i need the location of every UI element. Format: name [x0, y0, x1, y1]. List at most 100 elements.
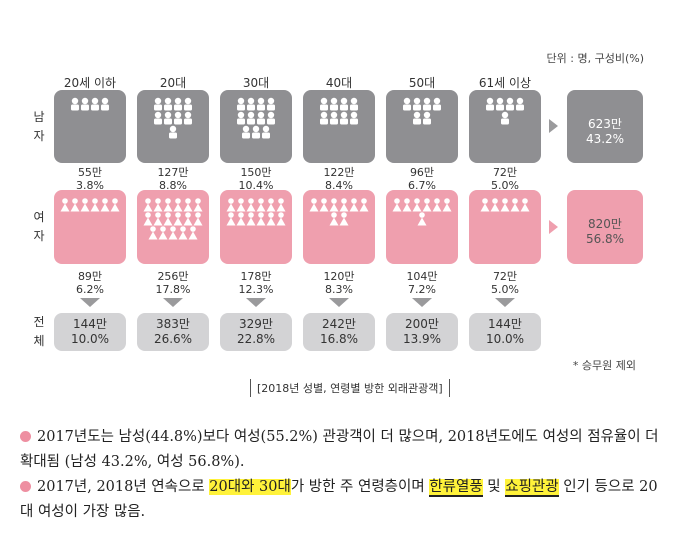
woman-icon	[90, 198, 100, 212]
male-icon-group	[403, 97, 441, 125]
total-box: 329만 22.8%	[220, 313, 292, 351]
female-icon-group	[480, 198, 530, 212]
figure-caption: [2018년 성별, 연령별 방한 외래관광객]	[250, 379, 450, 397]
female-value: 178만 12.3%	[220, 270, 292, 296]
woman-icon	[163, 198, 173, 212]
male-box	[386, 90, 458, 163]
male-value: 96만 6.7%	[386, 166, 458, 192]
woman-icon	[178, 226, 188, 240]
bullet-2-mid1: 가 방한 주 연령층이며	[290, 479, 430, 495]
woman-icon	[168, 226, 178, 240]
female-count: 120만	[323, 270, 355, 283]
female-figures	[469, 196, 541, 248]
male-icon-group	[320, 97, 358, 125]
male-value: 55만 3.8%	[54, 166, 126, 192]
down-arrow-icon	[329, 298, 349, 307]
person-icon	[101, 97, 109, 111]
person-icon	[486, 97, 494, 111]
person-icon	[91, 97, 99, 111]
bullet-dot-icon	[20, 481, 31, 492]
woman-icon	[236, 212, 246, 226]
woman-icon	[173, 198, 183, 212]
down-arrow-icon	[495, 298, 515, 307]
female-icon-group	[309, 198, 369, 226]
woman-icon	[173, 212, 183, 226]
female-value: 120만 8.3%	[303, 270, 375, 296]
person-icon	[330, 97, 338, 111]
highlight-hallyu: 한류열풍	[429, 479, 483, 497]
row-label-male: 남 자	[30, 108, 48, 146]
female-box	[386, 190, 458, 264]
woman-icon	[339, 212, 349, 226]
bullet-2: 2017년, 2018년 연속으로 20대와 30대가 방한 주 연령층이며 한…	[20, 475, 660, 525]
male-box	[54, 90, 126, 163]
down-arrow-icon	[412, 298, 432, 307]
bullet-dot-icon	[20, 431, 31, 442]
total-count: 200만	[405, 317, 439, 331]
woman-icon	[422, 198, 432, 212]
highlight-shopping: 쇼핑관광	[505, 479, 559, 497]
person-icon	[154, 97, 162, 111]
person-icon	[433, 97, 441, 111]
male-summary-box: 623만 43.2%	[567, 90, 643, 163]
male-count: 55만	[77, 166, 103, 179]
female-figures	[220, 196, 292, 248]
male-pct: 6.7%	[408, 179, 436, 192]
female-value: 104만 7.2%	[386, 270, 458, 296]
total-count: 144만	[488, 317, 522, 331]
row-label-female: 여 자	[30, 208, 48, 246]
woman-icon	[417, 212, 427, 226]
person-icon	[496, 97, 504, 111]
total-count: 383만	[156, 317, 190, 331]
woman-icon	[153, 198, 163, 212]
male-count: 96만	[409, 166, 435, 179]
woman-icon	[329, 212, 339, 226]
age-header: 40대	[325, 76, 353, 90]
total-count: 242만	[322, 317, 356, 331]
woman-icon	[329, 198, 339, 212]
total-pct: 13.9%	[402, 332, 442, 346]
person-icon	[350, 111, 358, 125]
woman-icon	[246, 212, 256, 226]
male-value: 72만 5.0%	[469, 166, 541, 192]
age-header: 20대	[159, 76, 187, 90]
male-pct: 8.4%	[325, 179, 353, 192]
woman-icon	[402, 198, 412, 212]
total-pct: 26.6%	[153, 332, 193, 346]
person-icon	[242, 125, 250, 139]
woman-icon	[490, 198, 500, 212]
person-icon	[262, 125, 270, 139]
woman-icon	[183, 212, 193, 226]
woman-icon	[80, 198, 90, 212]
male-box	[137, 90, 209, 163]
total-pct: 22.8%	[236, 332, 276, 346]
woman-icon	[256, 198, 266, 212]
person-icon	[184, 111, 192, 125]
female-figures	[54, 196, 126, 248]
person-icon	[350, 97, 358, 111]
woman-icon	[70, 198, 80, 212]
woman-icon	[100, 198, 110, 212]
male-figures	[137, 96, 209, 146]
bullet-2-mid2: 및	[482, 479, 506, 495]
person-icon	[169, 125, 177, 139]
female-value: 72만 5.0%	[469, 270, 541, 296]
male-box	[220, 90, 292, 163]
male-icon-group	[71, 97, 109, 111]
male-summary-arrow	[549, 119, 558, 133]
woman-icon	[256, 212, 266, 226]
female-summary-arrow	[549, 220, 558, 234]
male-pct: 3.8%	[76, 179, 104, 192]
total-box: 144만 10.0%	[54, 313, 126, 351]
female-figures	[386, 196, 458, 248]
female-icon-group	[392, 198, 452, 226]
bullet-1: 2017년도는 남성(44.8%)보다 여성(55.2%) 관광객이 더 많으며…	[20, 425, 660, 475]
woman-icon	[183, 198, 193, 212]
male-pct: 8.8%	[159, 179, 187, 192]
woman-icon	[153, 212, 163, 226]
age-header: 61세 이상	[478, 76, 532, 90]
woman-icon	[236, 198, 246, 212]
total-box: 242만 16.8%	[303, 313, 375, 351]
bullet-2-pre: 2017년, 2018년 연속으로	[37, 479, 210, 495]
woman-icon	[442, 198, 452, 212]
